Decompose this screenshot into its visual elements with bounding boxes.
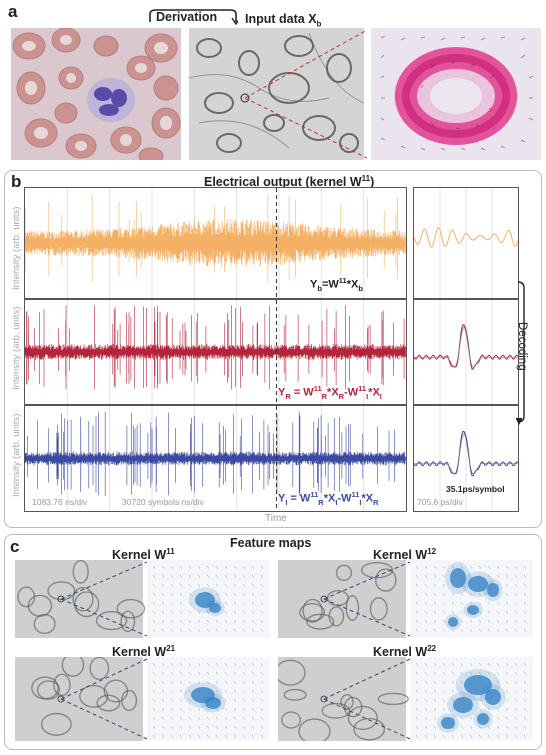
kernel-w12-label: Kernel W12 xyxy=(373,547,437,563)
ylabel-2: Intensity (arb. units) xyxy=(11,306,22,390)
input-data-label: Input data Xb xyxy=(245,12,322,29)
zoom-blue-plot xyxy=(413,405,519,512)
ylabel-1: Intensity (arb. units) xyxy=(11,206,22,290)
panel-c-label: c xyxy=(10,537,20,556)
panel-c-title: Feature maps xyxy=(230,536,312,550)
equation-red: YR = W11R*XR-W11I*XI xyxy=(278,384,382,401)
scale-label-3: 705.6 ps/div xyxy=(417,497,463,507)
panel-b-frame xyxy=(4,170,542,528)
input-tissue-image xyxy=(189,28,364,160)
decoding-arrow xyxy=(516,281,525,426)
zoom-orange-plot xyxy=(413,187,519,299)
derivation-label: Derivation xyxy=(156,10,218,24)
panel-c-frame xyxy=(4,534,542,750)
derivation-bracket xyxy=(149,9,238,26)
zoom-lines xyxy=(244,29,368,159)
kernel-w22-label: Kernel W22 xyxy=(373,644,437,660)
panel-a-label: a xyxy=(8,2,18,21)
panel-b-label: b xyxy=(11,172,22,191)
equation-blue: YI = W11R*XI-W11I*XR xyxy=(278,490,379,507)
trace-red-plot xyxy=(24,299,407,405)
scale-label-4: 35.1ps/symbol xyxy=(446,484,505,494)
scale-label-1: 1083.76 ns/div xyxy=(32,497,88,507)
trace-blue-plot xyxy=(24,405,407,512)
feature-map-w22 xyxy=(278,657,533,741)
kernel-w11-label: Kernel W11 xyxy=(112,547,175,563)
feature-map-w21 xyxy=(15,657,270,741)
blood-smear-image xyxy=(11,28,181,160)
panel-b-title: Electrical output (kernel W11) xyxy=(204,174,375,190)
feature-map-w12 xyxy=(278,560,533,638)
pink-ring-image xyxy=(371,28,541,160)
decoding-label: Decoding xyxy=(516,322,528,371)
kernel-w21-label: Kernel W21 xyxy=(112,644,176,660)
trace-orange-plot xyxy=(24,187,407,299)
zoom-red-plot xyxy=(413,299,519,405)
equation-orange: Yb=W11*Xb xyxy=(310,276,363,293)
ylabel-3: Intensity (arb. units) xyxy=(11,413,22,497)
scale-label-2: 30720 symbols ns/div xyxy=(122,497,204,507)
feature-map-w11 xyxy=(15,560,270,638)
time-label: Time xyxy=(265,513,287,524)
